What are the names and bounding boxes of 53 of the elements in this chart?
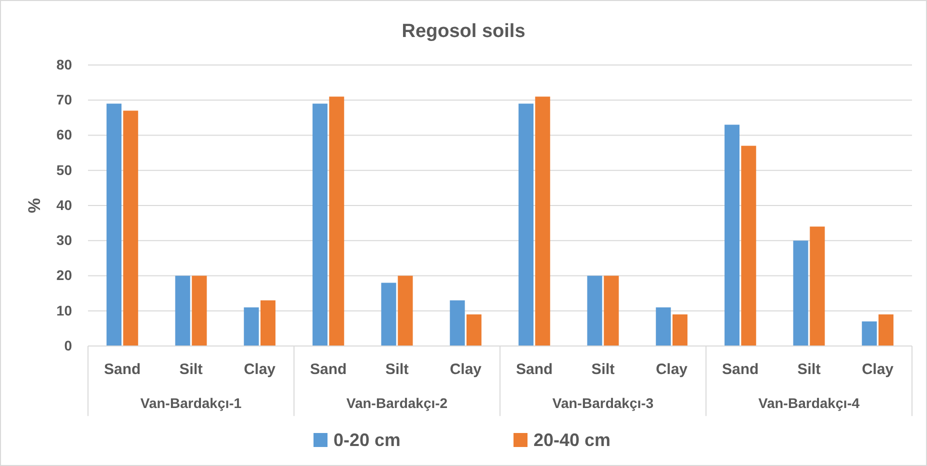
bar — [106, 104, 122, 346]
bar — [672, 314, 688, 346]
y-tick-label: 40 — [56, 196, 72, 213]
y-tick-label: 50 — [56, 162, 72, 178]
y-tick-label: 70 — [56, 92, 72, 108]
bar — [878, 314, 894, 346]
bar — [381, 282, 396, 346]
x-tick-label: Sand — [722, 361, 759, 378]
x-tick-label: Sand — [516, 361, 553, 378]
bar — [244, 307, 259, 346]
x-tick-label: Clay — [450, 361, 482, 378]
bar — [450, 300, 465, 346]
bar — [741, 146, 756, 346]
chart-title: Regosol soils — [402, 21, 526, 42]
y-tick-label: 80 — [56, 56, 72, 72]
bar — [466, 314, 482, 346]
y-tick-label: 10 — [56, 302, 72, 318]
bar — [329, 96, 344, 346]
bar — [724, 124, 740, 346]
y-tick-label: 20 — [56, 267, 72, 284]
bar — [862, 321, 877, 346]
x-tick-label: Silt — [385, 361, 409, 378]
bar — [192, 276, 207, 346]
bar — [312, 104, 328, 346]
bar — [175, 276, 190, 346]
legend-label: 0-20 cm — [334, 430, 401, 450]
bar — [535, 96, 550, 346]
text: Van-Bardakçı-1 — [140, 395, 242, 411]
x-tick-label: Silt — [179, 361, 203, 378]
x-tick-label: Clay — [656, 361, 688, 378]
y-tick-label: 30 — [56, 232, 72, 248]
x-tick-label: Sand — [310, 361, 347, 378]
text: Van-Bardakçı-4 — [758, 395, 860, 411]
legend-label: 20-40 cm — [534, 430, 611, 450]
y-axis-title: % — [25, 198, 44, 214]
bar — [810, 226, 825, 346]
x-tick-label: Sand — [104, 361, 141, 378]
text: Van-Bardakçı-2 — [346, 395, 448, 411]
bar — [604, 276, 619, 346]
bar — [260, 300, 276, 346]
bar — [398, 276, 413, 346]
x-tick-label: Silt — [591, 361, 615, 378]
bar — [793, 240, 808, 346]
y-tick-label: 0 — [64, 337, 72, 354]
y-tick-label: 60 — [56, 126, 72, 143]
bar — [123, 110, 138, 346]
bar — [656, 307, 671, 346]
bar — [518, 104, 534, 346]
x-tick-label: Silt — [797, 361, 821, 378]
x-tick-label: Clay — [244, 361, 276, 378]
bar — [587, 276, 602, 346]
x-tick-label: Clay — [862, 361, 894, 378]
text: Van-Bardakçı-3 — [552, 395, 654, 411]
